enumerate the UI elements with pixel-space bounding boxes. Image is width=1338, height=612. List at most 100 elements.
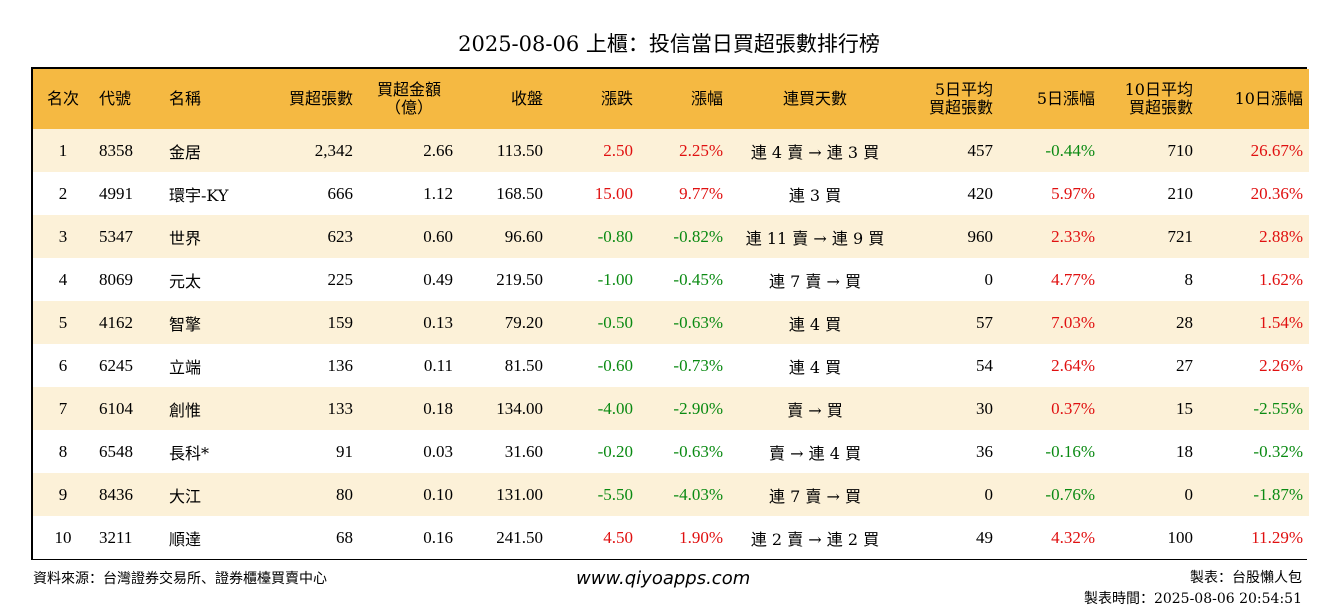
cell-rank: 5 — [58, 312, 68, 332]
cell-net-buy-lots: 133 — [327, 398, 354, 418]
cell-close: 168.50 — [496, 183, 543, 203]
header-chg5: 5日漲幅 — [1036, 89, 1095, 108]
cell-name: 立端 — [169, 357, 202, 377]
cell-chg5: 0.37% — [1051, 398, 1095, 418]
table-row: 5 4162 智擎 159 0.13 79.20 -0.50 -0.63% 連 4 買 57 7.0… — [33, 301, 1309, 344]
cell-net-buy-amount: 0.10 — [423, 484, 453, 504]
cell-change: -0.80 — [597, 226, 633, 246]
cell-chg10: 1.54% — [1259, 312, 1303, 332]
cell-net-buy-lots: 225 — [327, 269, 354, 289]
cell-change-pct: 2.25% — [679, 140, 723, 160]
cell-chg10: 26.67% — [1250, 140, 1303, 160]
header-name: 名稱 — [169, 89, 202, 108]
cell-chg10: 1.62% — [1259, 269, 1303, 289]
cell-chg5: 4.77% — [1051, 269, 1095, 289]
cell-change-pct: -2.90% — [673, 398, 723, 418]
cell-chg10: 20.36% — [1250, 183, 1303, 203]
cell-avg10: 210 — [1167, 183, 1194, 203]
cell-avg10: 100 — [1167, 527, 1194, 547]
cell-net-buy-lots: 623 — [327, 226, 354, 246]
cell-streak: 連 2 賣 → 連 2 買 — [750, 529, 880, 549]
cell-chg10: 2.88% — [1259, 226, 1303, 246]
cell-net-buy-lots: 2,342 — [314, 140, 353, 160]
cell-change-pct: 1.90% — [679, 527, 723, 547]
cell-avg10: 15 — [1176, 398, 1193, 418]
cell-chg5: 2.33% — [1051, 226, 1095, 246]
cell-name: 環宇-KY — [169, 185, 229, 205]
cell-avg5: 57 — [976, 312, 993, 332]
cell-avg10: 0 — [1184, 484, 1194, 504]
cell-chg5: 4.32% — [1051, 527, 1095, 547]
table-row: 4 8069 元太 225 0.49 219.50 -1.00 -0.45% 連 7 賣 → 買… — [33, 258, 1309, 301]
cell-avg10: 8 — [1184, 269, 1194, 289]
cell-net-buy-lots: 68 — [336, 527, 353, 547]
table-maker: 製表：台股懶人包 — [1190, 570, 1302, 586]
cell-close: 96.60 — [504, 226, 543, 246]
cell-change: 4.50 — [603, 527, 633, 547]
cell-net-buy-amount: 1.12 — [423, 183, 453, 203]
cell-close: 134.00 — [496, 398, 543, 418]
cell-avg10: 710 — [1167, 140, 1194, 160]
cell-chg5: 2.64% — [1051, 355, 1095, 375]
cell-streak: 連 4 買 — [788, 357, 842, 377]
cell-name: 金居 — [169, 142, 202, 162]
cell-name: 大江 — [169, 486, 202, 506]
table-row: 10 3211 順達 68 0.16 241.50 4.50 1.90% 連 2 賣 → 連 2… — [33, 516, 1309, 559]
cell-avg5: 0 — [984, 484, 994, 504]
cell-net-buy-amount: 0.03 — [423, 441, 453, 461]
cell-streak: 連 3 買 — [788, 185, 842, 205]
cell-avg10: 721 — [1167, 226, 1194, 246]
header-code: 代號 — [99, 89, 132, 108]
table-header-row: 名次 代號 名稱 買超張數 買超金額 （億） 收盤 漲跌 漲幅 連買天數 5日平均… — [33, 69, 1309, 129]
cell-name: 元太 — [169, 271, 202, 291]
cell-change: 15.00 — [594, 183, 633, 203]
table-row: 3 5347 世界 623 0.60 96.60 -0.80 -0.82% 連 11 賣 → 連… — [33, 215, 1309, 258]
cell-avg10: 18 — [1176, 441, 1193, 461]
cell-name: 智擎 — [169, 314, 202, 334]
cell-change: -0.60 — [597, 355, 633, 375]
cell-streak: 連 11 賣 → 連 9 買 — [745, 228, 885, 248]
cell-avg5: 420 — [967, 183, 994, 203]
cell-close: 31.60 — [504, 441, 543, 461]
cell-change-pct: 9.77% — [679, 183, 723, 203]
cell-rank: 7 — [58, 398, 68, 418]
data-source: 資料來源：台灣證券交易所、證券櫃檯買賣中心 — [33, 571, 327, 587]
cell-chg5: 7.03% — [1051, 312, 1095, 332]
ranking-table: 名次 代號 名稱 買超張數 買超金額 （億） 收盤 漲跌 漲幅 連買天數 5日平均… — [31, 67, 1309, 560]
cell-change-pct: -0.63% — [673, 441, 723, 461]
table-credits: 製表：台股懶人包 製表時間：2025-08-06 20:54:51 — [1084, 568, 1302, 610]
cell-close: 219.50 — [496, 269, 543, 289]
cell-rank: 8 — [58, 441, 68, 461]
site-url: www.qiyoapps.com — [576, 568, 751, 589]
cell-avg5: 0 — [984, 269, 994, 289]
cell-change: -0.50 — [597, 312, 633, 332]
cell-change-pct: -0.82% — [673, 226, 723, 246]
cell-name: 順達 — [169, 529, 202, 549]
cell-chg10: -0.32% — [1253, 441, 1303, 461]
cell-close: 81.50 — [504, 355, 543, 375]
cell-code: 8069 — [99, 269, 133, 289]
cell-avg5: 960 — [967, 226, 994, 246]
cell-rank: 9 — [58, 484, 68, 504]
header-change-pct: 漲幅 — [690, 89, 723, 108]
cell-close: 79.20 — [504, 312, 543, 332]
cell-avg5: 457 — [967, 140, 994, 160]
cell-close: 241.50 — [496, 527, 543, 547]
cell-code: 8436 — [99, 484, 133, 504]
cell-code: 6548 — [99, 441, 133, 461]
cell-rank: 10 — [54, 527, 72, 547]
cell-name: 創惟 — [169, 400, 202, 420]
page-title: 2025-08-06 上櫃：投信當日買超張數排行榜 — [458, 32, 880, 56]
cell-avg10: 28 — [1176, 312, 1193, 332]
cell-net-buy-amount: 0.18 — [423, 398, 453, 418]
cell-change-pct: -0.63% — [673, 312, 723, 332]
cell-rank: 3 — [58, 226, 68, 246]
header-net-buy-lots: 買超張數 — [288, 89, 353, 108]
cell-code: 8358 — [99, 140, 133, 160]
cell-avg10: 27 — [1176, 355, 1193, 375]
cell-code: 6104 — [99, 398, 133, 418]
cell-streak: 連 4 買 — [788, 314, 842, 334]
cell-avg5: 49 — [976, 527, 993, 547]
cell-rank: 6 — [58, 355, 68, 375]
cell-change: -4.00 — [597, 398, 633, 418]
